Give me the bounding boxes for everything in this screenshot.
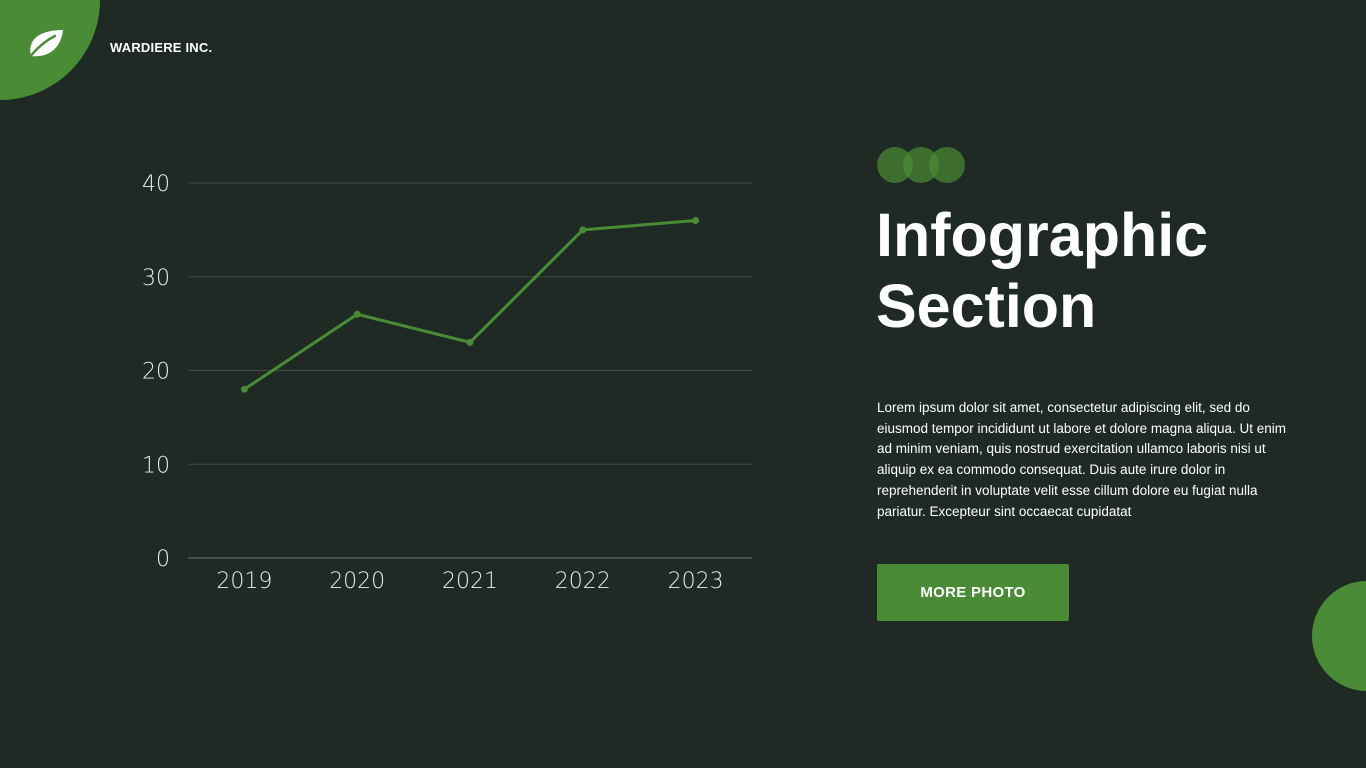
body-paragraph: Lorem ipsum dolor sit amet, consectetur … — [877, 400, 1286, 519]
corner-circle-decoration — [1312, 581, 1366, 691]
x-tick-label: 2020 — [329, 569, 385, 594]
y-tick-label: 0 — [156, 547, 170, 572]
y-tick-label: 30 — [142, 266, 170, 291]
data-point — [579, 226, 587, 234]
title-line-1: Infographic — [876, 201, 1209, 269]
data-point — [692, 217, 700, 224]
chart-svg: 0 10 20 30 40 2019 2020 2021 2022 2023 — [142, 172, 752, 594]
dot-3 — [929, 147, 965, 183]
data-point — [466, 338, 474, 346]
y-tick-label: 40 — [142, 172, 170, 197]
company-name: WARDIERE INC. — [110, 40, 213, 55]
y-tick-label: 10 — [142, 453, 170, 478]
title-line-2: Section — [876, 272, 1097, 340]
x-tick-label: 2019 — [216, 569, 272, 594]
section-title: Infographic Section — [876, 200, 1316, 342]
x-tick-label: 2022 — [555, 569, 611, 594]
more-photo-button[interactable]: MORE PHOTO — [877, 564, 1069, 621]
line-chart: 0 10 20 30 40 2019 2020 2021 2022 2023 — [120, 160, 780, 610]
x-tick-label: 2023 — [668, 569, 724, 594]
data-point — [240, 385, 248, 393]
data-point — [353, 310, 361, 318]
series-line — [242, 219, 698, 391]
y-tick-label: 20 — [142, 360, 170, 385]
decorative-dots — [877, 147, 967, 183]
x-tick-label: 2021 — [442, 569, 498, 594]
leaf-icon — [27, 30, 64, 60]
